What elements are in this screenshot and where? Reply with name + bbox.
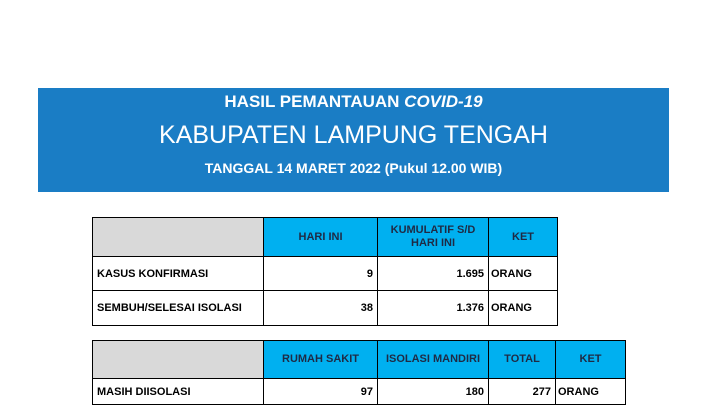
header-cell: KET <box>555 340 626 379</box>
title-prefix: HASIL PEMANTAUAN <box>224 92 400 111</box>
table1: HARI INI KUMULATIF S/D HARI INI KET KASU… <box>92 217 558 326</box>
cell: 9 <box>263 256 378 291</box>
cell: 1.376 <box>377 290 489 326</box>
cell: KASUS KONFIRMASI <box>92 256 264 291</box>
cell: 277 <box>488 378 556 405</box>
row: SEMBUH/SELESAI ISOLASI 38 1.376 ORANG <box>92 290 558 326</box>
cell: 38 <box>263 290 378 326</box>
header-cell: TOTAL <box>488 340 556 379</box>
banner-title: HASIL PEMANTAUAN COVID-19 <box>38 92 669 112</box>
header-cell: KUMULATIF S/D HARI INI <box>377 217 489 257</box>
cell: ORANG <box>555 378 626 405</box>
header-cell: HARI INI <box>263 217 378 257</box>
banner: HASIL PEMANTAUAN COVID-19 KABUPATEN LAMP… <box>38 88 669 192</box>
header-row: HARI INI KUMULATIF S/D HARI INI KET <box>92 217 558 257</box>
cell: SEMBUH/SELESAI ISOLASI <box>92 290 264 326</box>
row: MASIH DIISOLASI 97 180 277 ORANG <box>92 378 626 405</box>
banner-subtitle: KABUPATEN LAMPUNG TENGAH <box>159 121 548 149</box>
cell: MASIH DIISOLASI <box>92 378 264 405</box>
cell: ORANG <box>488 256 558 291</box>
header-cell <box>92 217 264 257</box>
cell: 97 <box>263 378 378 405</box>
header-cell: ISOLASI MANDIRI <box>377 340 489 379</box>
header-cell: RUMAH SAKIT <box>263 340 378 379</box>
table2: RUMAH SAKIT ISOLASI MANDIRI TOTAL KET MA… <box>92 340 626 405</box>
cell: ORANG <box>488 290 558 326</box>
header-cell <box>92 340 264 379</box>
row: KASUS KONFIRMASI 9 1.695 ORANG <box>92 256 558 291</box>
cell: 180 <box>377 378 489 405</box>
header-cell: KET <box>488 217 558 257</box>
cell: 1.695 <box>377 256 489 291</box>
header-row: RUMAH SAKIT ISOLASI MANDIRI TOTAL KET <box>92 340 626 379</box>
title-italic: COVID-19 <box>404 92 483 111</box>
banner-date: TANGGAL 14 MARET 2022 (Pukul 12.00 WIB) <box>204 160 503 176</box>
